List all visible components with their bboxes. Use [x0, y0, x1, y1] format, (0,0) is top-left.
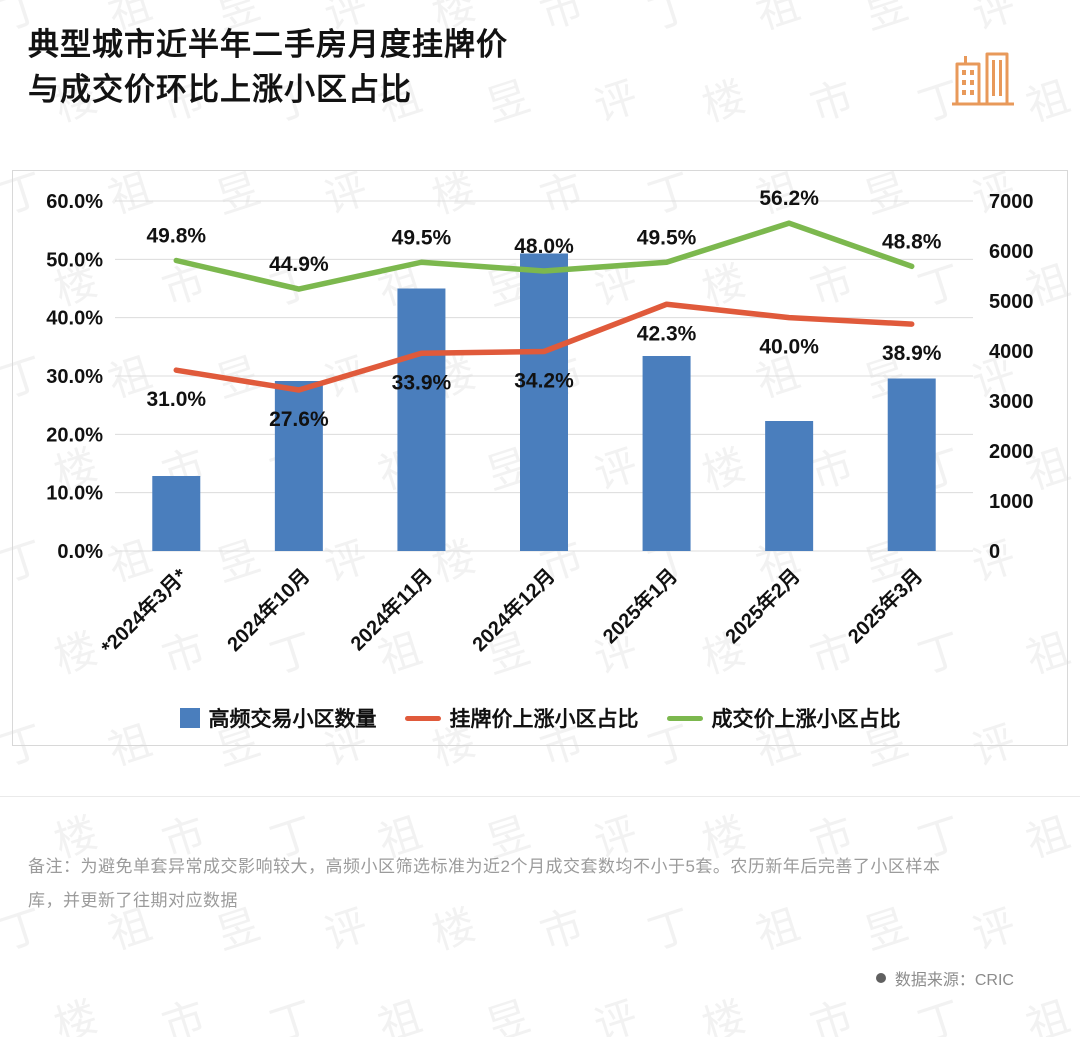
- x-axis-label: 2025年2月: [720, 564, 805, 649]
- right-axis-tick: 1000: [989, 491, 1034, 513]
- page-title-line2: 与成交价环比上涨小区占比: [28, 72, 412, 107]
- data-source: 数据来源：CRIC: [875, 966, 1014, 990]
- x-axis-label: 2025年1月: [598, 564, 683, 649]
- left-axis-tick: 20.0%: [46, 424, 103, 446]
- line-series: [173, 220, 915, 292]
- x-axis-label: *2024年3月*: [96, 563, 192, 659]
- buildings-icon: [950, 48, 1016, 108]
- data-label: 48.0%: [514, 235, 574, 258]
- data-label: 31.0%: [147, 388, 207, 411]
- data-label: 27.6%: [269, 408, 329, 431]
- left-axis-tick: 30.0%: [46, 366, 103, 388]
- data-label: 49.5%: [637, 226, 697, 249]
- bar: [520, 253, 568, 551]
- x-axis-label: 2024年11月: [345, 564, 437, 656]
- combo-chart: 0.0% 10.0% 20.0% 30.0% 40.0% 50.0% 60.0% 0 1000 2…: [46, 187, 1034, 659]
- legend-item: 高频交易小区数量: [179, 703, 377, 733]
- left-axis-tick: 40.0%: [46, 308, 103, 330]
- legend-label: 高频交易小区数量: [208, 708, 377, 731]
- bar: [765, 421, 814, 551]
- data-label: 48.8%: [882, 230, 942, 253]
- section-divider: [0, 796, 1080, 797]
- data-label: 49.8%: [147, 225, 207, 248]
- bar: [642, 356, 691, 551]
- legend-square-swatch: [179, 708, 200, 728]
- data-label: 34.2%: [514, 370, 574, 393]
- left-axis-tick: 10.0%: [46, 483, 103, 505]
- bar: [274, 381, 323, 551]
- x-axis-label: 2024年12月: [467, 564, 559, 656]
- legend-line-swatch: [666, 715, 703, 721]
- legend-item: 挂牌价上涨小区占比: [404, 703, 639, 733]
- chart-legend: 高频交易小区数量 挂牌价上涨小区占比 成交价上涨小区占比: [13, 703, 1067, 733]
- bar: [152, 476, 201, 551]
- left-axis-tick: 50.0%: [46, 249, 103, 271]
- data-label: 42.3%: [637, 322, 697, 345]
- right-axis-tick: 0: [989, 541, 1000, 563]
- bar: [397, 288, 446, 551]
- line-series: [173, 301, 915, 393]
- right-axis-tick: 2000: [989, 441, 1034, 463]
- legend-line-swatch: [404, 715, 441, 721]
- right-axis-tick: 4000: [989, 341, 1034, 363]
- right-axis-tick: 3000: [989, 391, 1034, 413]
- right-axis-tick: 5000: [989, 291, 1034, 313]
- data-label: 49.5%: [392, 226, 452, 249]
- x-axis-label: 2025年3月: [843, 564, 928, 649]
- page-title: 典型城市近半年二手房月度挂牌价 与成交价环比上涨小区占比: [28, 22, 508, 112]
- data-label: 44.9%: [269, 253, 329, 276]
- data-label: 38.9%: [882, 342, 942, 365]
- data-label: 33.9%: [392, 371, 452, 394]
- page-title-line1: 典型城市近半年二手房月度挂牌价: [28, 27, 508, 62]
- legend-label: 成交价上涨小区占比: [711, 708, 901, 731]
- dot-icon: [875, 973, 886, 983]
- left-axis-tick: 60.0%: [46, 191, 103, 213]
- right-axis-tick: 7000: [989, 191, 1034, 213]
- data-label: 40.0%: [759, 336, 819, 359]
- bar: [887, 378, 936, 551]
- chart-card: 0.0% 10.0% 20.0% 30.0% 40.0% 50.0% 60.0% 0 1000 2…: [12, 170, 1068, 746]
- left-axis-tick: 0.0%: [57, 541, 103, 563]
- footnote: 备注：为避免单套异常成交影响较大，高频小区筛选标准为近2个月成交套数均不小于5套…: [28, 857, 941, 910]
- x-axis-label: 2024年10月: [222, 564, 314, 656]
- legend-label: 挂牌价上涨小区占比: [449, 708, 639, 731]
- data-source-text: 数据来源：CRIC: [894, 972, 1014, 989]
- right-axis-tick: 6000: [989, 241, 1034, 263]
- data-label: 56.2%: [759, 187, 819, 210]
- legend-item: 成交价上涨小区占比: [666, 703, 901, 733]
